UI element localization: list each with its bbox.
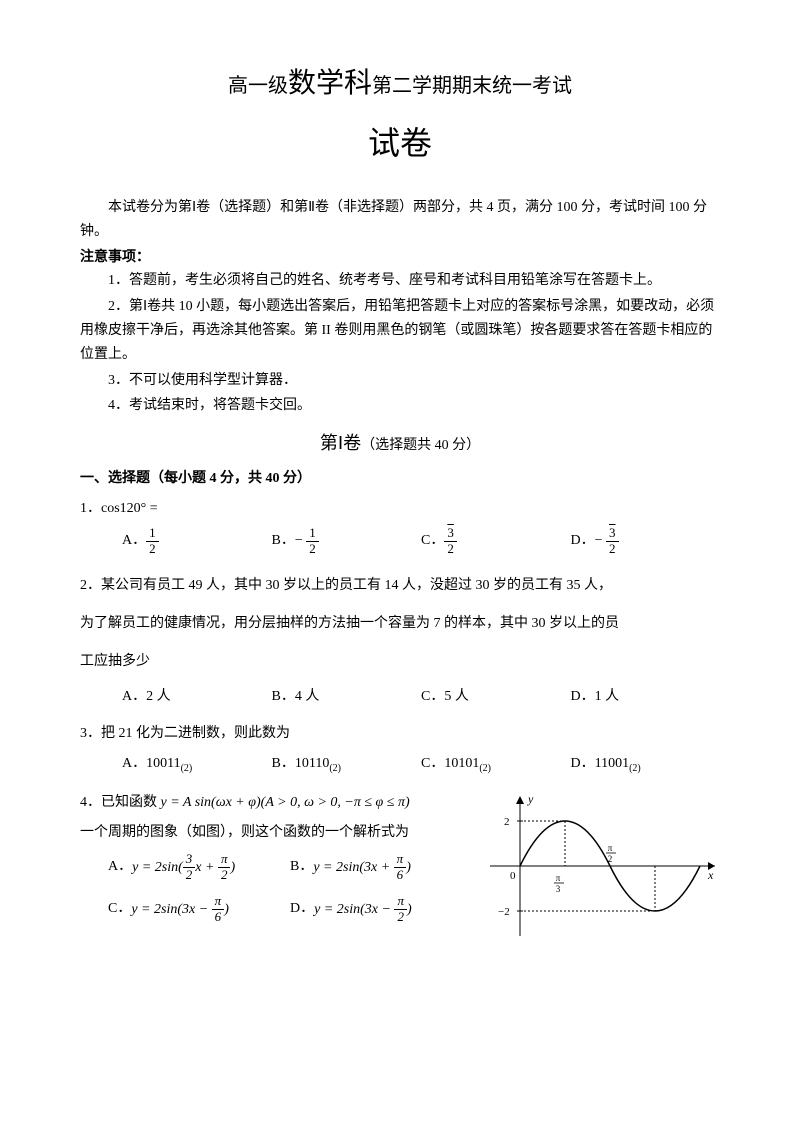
q2-opt-a: A．2 人 — [122, 685, 272, 709]
note-1: 1．答题前，考生必须将自己的姓名、统考考号、座号和考试科目用铅笔涂写在答题卡上。 — [80, 269, 720, 293]
q4b-l: y = 2sin(3x + — [313, 860, 393, 875]
q4-line1: 4．已知函数 y = A sin(ωx + φ)(A > 0, ω > 0, −… — [80, 791, 472, 815]
q2-line3: 工应抽多少 — [80, 646, 720, 678]
q4c-l: y = 2sin(3x − — [131, 902, 211, 917]
q4d-l: y = 2sin(3x − — [314, 902, 394, 917]
q1-text: 1．cos120° = — [80, 497, 720, 521]
q1a-num: 1 — [146, 526, 159, 541]
q3b-main: B．10110 — [272, 756, 330, 771]
question-2: 2．某公司有员工 49 人，其中 30 岁以上的员工有 14 人，没超过 30 … — [80, 570, 720, 708]
question-4: 4．已知函数 y = A sin(ωx + φ)(A > 0, ω > 0, −… — [80, 791, 720, 941]
q2-opt-d: D．1 人 — [571, 685, 721, 709]
q4b-d: 6 — [394, 868, 407, 882]
note-4: 4．考试结束时，将答题卡交回。 — [80, 394, 720, 418]
q1-opt-d: D．− 32 — [571, 526, 721, 556]
q1-opt-c: C．32 — [421, 526, 571, 556]
q4a-n1: 3 — [183, 852, 196, 867]
q4d-n: π — [394, 894, 407, 909]
q1a-den: 2 — [146, 542, 159, 556]
q4-l1-pre: 4．已知函数 — [80, 795, 161, 810]
q4c-n: π — [212, 894, 225, 909]
y-label: y — [527, 792, 534, 806]
q3c-main: C．10101 — [421, 756, 479, 771]
q4b-pre: B． — [290, 860, 313, 875]
notes-heading: 注意事项： — [80, 246, 720, 270]
q4a-pre: A． — [108, 860, 132, 875]
q4d-d: 2 — [394, 910, 407, 924]
q4a-d2: 2 — [218, 868, 231, 882]
title-subject: 数学科 — [288, 68, 372, 99]
q4a-l: y = 2sin( — [132, 860, 183, 875]
q1b-den: 2 — [306, 542, 319, 556]
q2-options: A．2 人 B．4 人 C．5 人 D．1 人 — [80, 685, 720, 709]
q3-opt-b: B．10110(2) — [272, 752, 422, 777]
intro-paragraph: 本试卷分为第Ⅰ卷（选择题）和第Ⅱ卷（非选择题）两部分，共 4 页，满分 100 … — [80, 196, 720, 244]
q4b-r: ) — [406, 860, 411, 875]
q3a-suf: (2) — [181, 763, 193, 774]
q2-opt-b: B．4 人 — [272, 685, 422, 709]
section-heading: 第Ⅰ卷 — [320, 433, 361, 453]
title-suffix: 第二学期期末统一考试 — [372, 75, 572, 97]
xtick1-n: π — [556, 873, 561, 883]
q4-l1-math: y = A sin(ωx + φ)(A > 0, ω > 0, −π ≤ φ ≤… — [161, 795, 410, 810]
q4a-n2: π — [218, 852, 231, 867]
q4-left: 4．已知函数 y = A sin(ωx + φ)(A > 0, ω > 0, −… — [80, 791, 472, 937]
q1c-num: 3 — [444, 526, 457, 541]
q4-graph: x y 0 2 −2 π 3 π 2 — [480, 791, 720, 941]
section-sub: （选择题共 40 分） — [361, 438, 480, 453]
q3b-suf: (2) — [329, 763, 341, 774]
q3d-suf: (2) — [629, 763, 641, 774]
q1-options: A．12 B．− 12 C．32 D．− 32 — [80, 526, 720, 556]
q3-text: 3．把 21 化为二进制数，则此数为 — [80, 722, 720, 746]
note-2: 2．第Ⅰ卷共 10 小题，每小题选出答案后，用铅笔把答题卡上对应的答案标号涂黑，… — [80, 295, 720, 366]
q4a-r: ) — [230, 860, 235, 875]
origin-label: 0 — [510, 870, 516, 882]
question-1: 1．cos120° = A．12 B．− 12 C．32 D．− 32 — [80, 497, 720, 556]
q4a-d1: 2 — [183, 868, 196, 882]
q1d-num: 3 — [606, 526, 619, 541]
x-label: x — [707, 868, 714, 882]
q3-opt-c: C．10101(2) — [421, 752, 571, 777]
q3-options: A．10011(2) B．10110(2) C．10101(2) D．11001… — [80, 752, 720, 777]
q4-opt-a: A．y = 2sin(32x + π2) — [108, 852, 290, 884]
q4c-r: ) — [224, 902, 229, 917]
q4d-r: ) — [407, 902, 412, 917]
q3c-suf: (2) — [479, 763, 491, 774]
title-prefix: 高一级 — [228, 75, 288, 97]
xtick2-n: π — [608, 843, 613, 853]
ytick-2: 2 — [504, 816, 510, 828]
q1d-den: 2 — [606, 542, 619, 556]
q3d-main: D．11001 — [571, 756, 630, 771]
q4-opt-b: B．y = 2sin(3x + π6) — [290, 852, 472, 884]
q4c-pre: C． — [108, 902, 131, 917]
q4a-m: x + — [195, 860, 218, 875]
sine-graph-icon: x y 0 2 −2 π 3 π 2 — [480, 791, 720, 941]
q4c-d: 6 — [212, 910, 225, 924]
q4-options: A．y = 2sin(32x + π2) B．y = 2sin(3x + π6)… — [80, 852, 472, 936]
q4-opt-c: C．y = 2sin(3x − π6) — [108, 894, 290, 926]
q4-opt-d: D．y = 2sin(3x − π2) — [290, 894, 472, 926]
q1-opt-a: A．12 — [122, 526, 272, 556]
q4-line2: 一个周期的图象（如图），则这个函数的一个解析式为 — [80, 821, 472, 845]
q1-opt-b: B．− 12 — [272, 526, 422, 556]
xtick1-d: 3 — [556, 884, 561, 894]
title-line2: 试卷 — [80, 116, 720, 170]
q3-opt-a: A．10011(2) — [122, 752, 272, 777]
ytick-neg2: −2 — [498, 906, 510, 918]
q4d-pre: D． — [290, 902, 314, 917]
subsection-heading: 一、选择题（每小题 4 分，共 40 分） — [80, 467, 720, 491]
q1b-num: 1 — [306, 526, 319, 541]
q2-line2: 为了解员工的健康情况，用分层抽样的方法抽一个容量为 7 的样本，其中 30 岁以… — [80, 608, 720, 640]
section-title: 第Ⅰ卷（选择题共 40 分） — [80, 428, 720, 459]
title-line1: 高一级数学科第二学期期末统一考试 — [80, 60, 720, 108]
q2-opt-c: C．5 人 — [421, 685, 571, 709]
question-3: 3．把 21 化为二进制数，则此数为 A．10011(2) B．10110(2)… — [80, 722, 720, 777]
q3-opt-d: D．11001(2) — [571, 752, 721, 777]
q3a-main: A．10011 — [122, 756, 181, 771]
q4b-n: π — [394, 852, 407, 867]
note-3: 3．不可以使用科学型计算器． — [80, 369, 720, 393]
q1c-den: 2 — [444, 542, 457, 556]
q2-line1: 2．某公司有员工 49 人，其中 30 岁以上的员工有 14 人，没超过 30 … — [80, 570, 720, 602]
